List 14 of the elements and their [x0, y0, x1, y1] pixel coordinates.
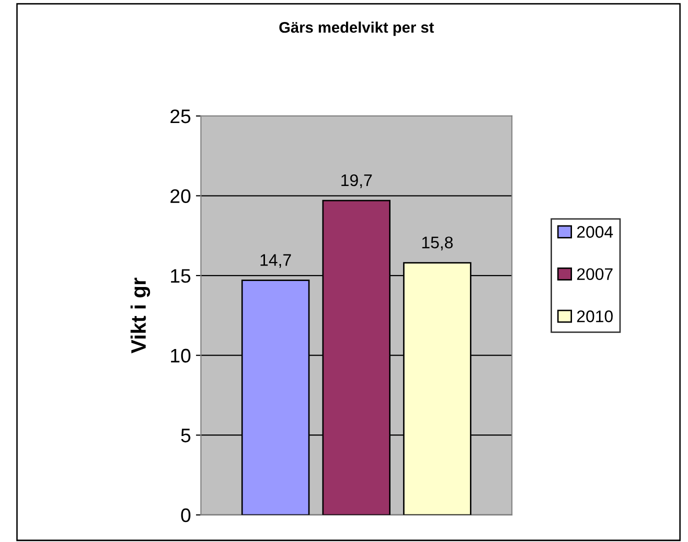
legend-label: 2010	[577, 310, 613, 322]
data-label: 19,7	[341, 174, 372, 188]
y-tick-label: 0	[181, 508, 190, 522]
y-axis-title: Vikt i gr	[130, 278, 150, 354]
data-label: 15,8	[422, 236, 453, 250]
y-tick-label: 20	[170, 189, 190, 204]
chart-title: Gärs medelvikt per st	[279, 22, 434, 36]
data-label: 14,7	[260, 254, 291, 268]
y-tick-label: 15	[171, 269, 190, 283]
y-tick-label: 5	[181, 428, 190, 442]
y-tick-label: 10	[171, 348, 190, 363]
y-tick-label: 25	[170, 109, 190, 124]
legend-label: 2004	[577, 226, 613, 238]
legend-label: 2007	[577, 268, 613, 280]
